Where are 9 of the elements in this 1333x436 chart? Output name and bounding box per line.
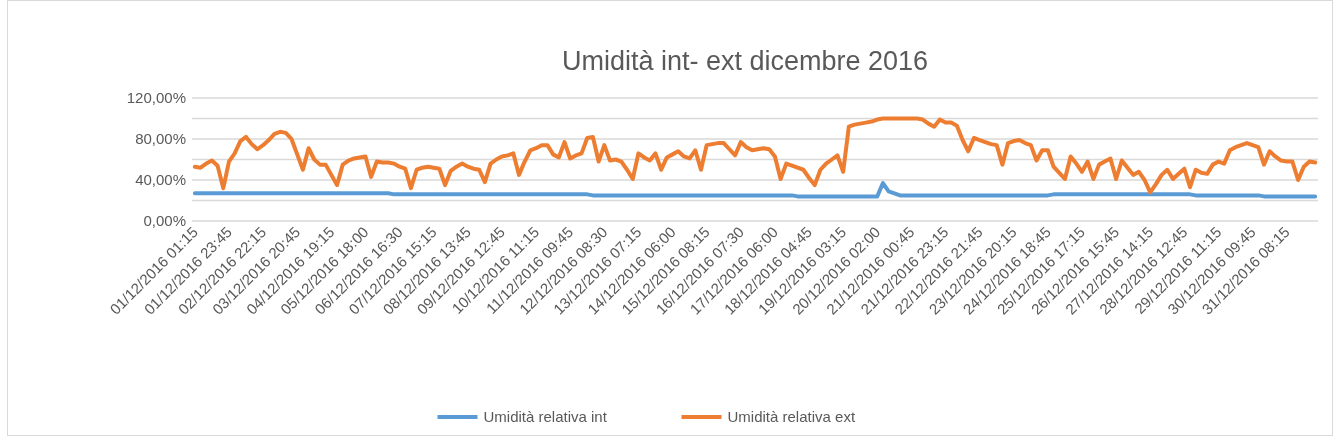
legend-label: Umidità relativa int xyxy=(483,408,608,425)
chart-title: Umidità int- ext dicembre 2016 xyxy=(561,46,929,76)
y-tick-label: 120,00% xyxy=(126,89,186,107)
line-series xyxy=(192,181,1318,199)
y-tick-label: 80,00% xyxy=(135,130,186,148)
y-tick-label: 0,00% xyxy=(143,212,186,230)
legend-label: Umidità relativa ext xyxy=(727,408,856,425)
y-tick-label: 40,00% xyxy=(135,171,186,189)
line-series xyxy=(192,116,1318,195)
